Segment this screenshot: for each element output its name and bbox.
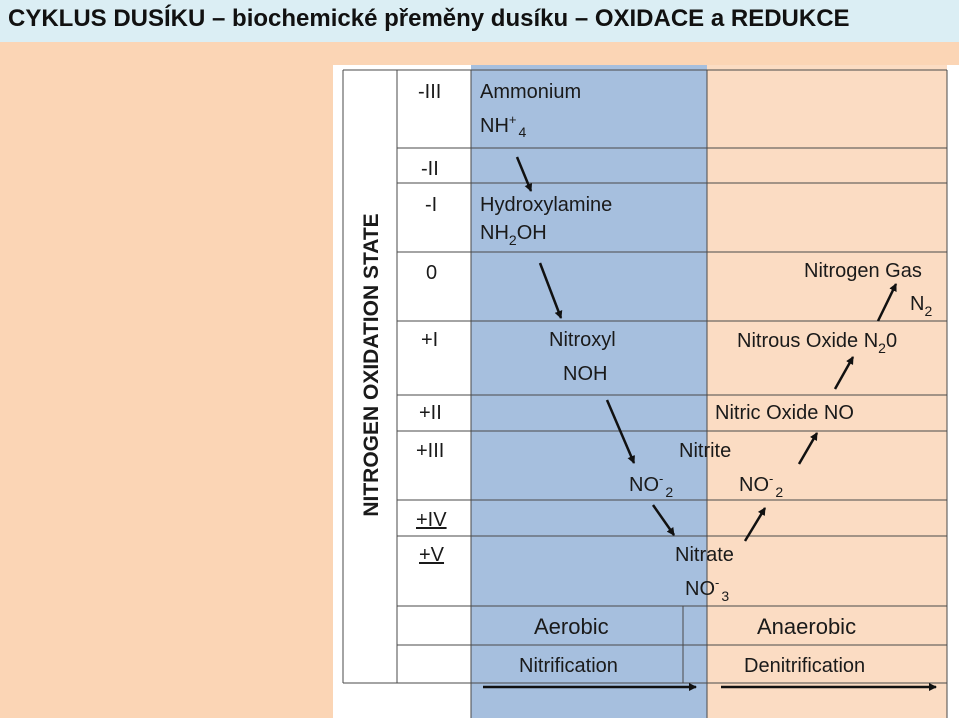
- nitroxyl-formula: NOH: [563, 363, 607, 385]
- arrow-nitrite-to-nitric-oxide: [797, 432, 819, 465]
- compound-hydroxylamine: Hydroxylamine NH2OH: [480, 194, 612, 248]
- compound-nitroxyl: Nitroxyl NOH: [549, 329, 616, 385]
- denitrification-label: Denitrification: [744, 655, 865, 677]
- diagram-panel: NITROGEN OXIDATION STATE -III -II -I 0 +…: [333, 65, 959, 718]
- state-label: +II: [419, 402, 442, 424]
- arrow-nitroxyl-to-nitrite: [605, 399, 636, 464]
- title-bar: CYKLUS DUSÍKU – biochemické přeměny dusí…: [0, 0, 959, 42]
- compound-nitrogen-gas: Nitrogen Gas N2: [804, 260, 932, 319]
- arrow-nitrite-to-nitrate: [651, 504, 676, 536]
- axis-label: NITROGEN OXIDATION STATE: [360, 213, 383, 516]
- compound-nitrite: Nitrite NO-2 NO-2: [629, 440, 783, 500]
- state-label: +III: [416, 440, 444, 462]
- arrow-nitrate-to-nitrite: [743, 507, 767, 542]
- nitrogen-cycle-diagram: NITROGEN OXIDATION STATE -III -II -I 0 +…: [342, 65, 948, 718]
- state-label: -III: [418, 81, 441, 103]
- state-label: +V: [419, 544, 445, 566]
- state-label: -II: [421, 158, 439, 180]
- compound-ammonium: Ammonium NH+4: [480, 81, 581, 140]
- state-grid: [342, 69, 948, 718]
- arrow-nitric-oxide-to-nitrous-oxide: [833, 356, 855, 390]
- nitric-oxide-label: Nitric Oxide NO: [715, 402, 854, 424]
- anaerobic-zone: [707, 65, 947, 718]
- nitrogen-gas-name: Nitrogen Gas: [804, 260, 922, 282]
- compound-nitrate: Nitrate NO-3: [675, 544, 734, 604]
- state-label: +IV: [416, 509, 447, 531]
- zone-labels: Aerobic Nitrification Anaerobic Denitrif…: [519, 614, 865, 677]
- nitrate-formula: NO-3: [685, 575, 729, 604]
- arrow-ammonium-to-hydroxylamine: [515, 156, 533, 192]
- compound-nitrous-oxide: Nitrous Oxide N20: [737, 330, 897, 356]
- arrow-hydroxylamine-to-nitroxyl: [538, 262, 563, 319]
- state-label: +I: [421, 329, 438, 351]
- state-label: -I: [425, 194, 437, 216]
- ammonium-name: Ammonium: [480, 81, 581, 103]
- nitrite-formula-left: NO-2: [629, 471, 673, 500]
- process-arrows: [515, 156, 898, 542]
- hydroxylamine-name: Hydroxylamine: [480, 194, 612, 216]
- nitrite-formula-right: NO-2: [739, 471, 783, 500]
- nitrification-label: Nitrification: [519, 655, 618, 677]
- nitrate-name: Nitrate: [675, 544, 734, 566]
- aerobic-zone: [471, 65, 707, 718]
- oxidation-state-labels: -III -II -I 0 +I +II +III +IV +V: [416, 81, 447, 566]
- anaerobic-label: Anaerobic: [757, 614, 856, 639]
- nitrogen-gas-formula: N2: [910, 293, 932, 319]
- arrow-nitrous-oxide-to-nitrogen-gas: [876, 283, 898, 322]
- hydroxylamine-formula: NH2OH: [480, 222, 547, 248]
- page-title: CYKLUS DUSÍKU – biochemické přeměny dusí…: [8, 5, 850, 32]
- ammonium-formula: NH+4: [480, 112, 526, 140]
- aerobic-label: Aerobic: [534, 614, 609, 639]
- nitrous-oxide-label: Nitrous Oxide N20: [737, 330, 897, 356]
- nitrite-name: Nitrite: [679, 440, 731, 462]
- state-label: 0: [426, 262, 437, 284]
- nitroxyl-name: Nitroxyl: [549, 329, 616, 351]
